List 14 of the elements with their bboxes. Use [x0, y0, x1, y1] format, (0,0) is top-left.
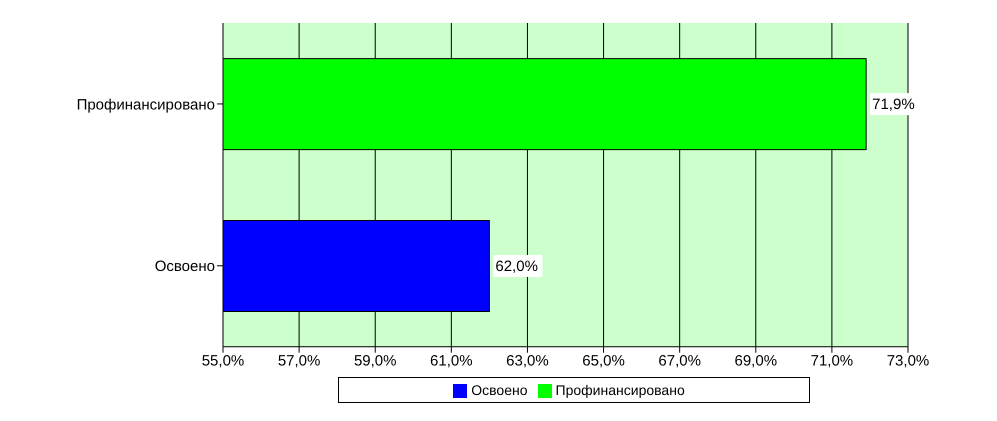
legend-label: Освоено: [471, 382, 528, 398]
data-label: 62,0%: [495, 258, 538, 275]
x-tick-label: 63,0%: [506, 352, 549, 370]
x-tick-label: 67,0%: [658, 352, 701, 370]
x-tick-label: 71,0%: [810, 352, 854, 370]
x-tick-label: 69,0%: [734, 352, 778, 370]
x-tick-label: 61,0%: [430, 352, 473, 370]
x-tick-label: 55,0%: [202, 352, 244, 370]
x-tick-label: 65,0%: [582, 352, 625, 370]
x-tick-label: 57,0%: [278, 352, 320, 370]
x-tick-label: 73,0%: [886, 352, 930, 370]
data-label: 71,9%: [872, 96, 915, 114]
legend-label: Профинансировано: [556, 382, 685, 398]
x-tick-label: 59,0%: [354, 352, 396, 370]
